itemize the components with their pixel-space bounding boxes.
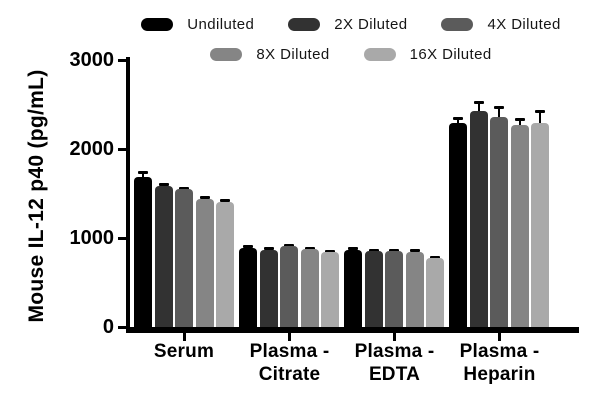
error-cap-16x-diluted-serum <box>220 199 230 203</box>
bar-2x-diluted-plasma-heparin <box>469 110 488 327</box>
error-bar-4x-diluted-plasma-heparin <box>498 107 500 122</box>
bar-8x-diluted-plasma-edta <box>405 252 424 327</box>
error-cap-undiluted-plasma-heparin <box>453 116 463 120</box>
error-cap-8x-diluted-plasma-citrate <box>304 246 315 250</box>
error-bar-8x-diluted-plasma-heparin <box>518 118 521 130</box>
x-tick-plasma-heparin <box>498 333 501 341</box>
x-axis-line <box>126 327 579 333</box>
y-tick-label-0: 0 <box>102 316 114 338</box>
error-cap-2x-diluted-plasma-edta <box>368 249 379 252</box>
error-cap-4x-diluted-plasma-heparin <box>494 106 504 110</box>
error-cap-8x-diluted-plasma-heparin <box>514 117 525 121</box>
error-cap-4x-diluted-plasma-edta <box>389 248 399 252</box>
bar-4x-diluted-serum <box>175 189 193 327</box>
error-cap-4x-diluted-serum <box>179 186 189 190</box>
y-tick-0 <box>118 325 126 329</box>
legend-swatch-icon <box>288 18 321 31</box>
bar-2x-diluted-plasma-citrate <box>259 249 278 327</box>
error-cap-16x-diluted-plasma-citrate <box>325 250 335 254</box>
bar-8x-diluted-plasma-citrate <box>300 248 319 327</box>
error-cap-16x-diluted-plasma-heparin <box>535 110 545 114</box>
bar-16x-diluted-plasma-edta <box>426 258 444 327</box>
error-bar-2x-diluted-plasma-heparin <box>477 102 480 116</box>
legend-swatch-icon <box>441 18 474 31</box>
error-cap-8x-diluted-plasma-edta <box>409 249 420 253</box>
error-cap-undiluted-plasma-citrate <box>243 245 253 249</box>
legend-swatch-icon <box>210 48 243 61</box>
legend-item-undiluted: Undiluted <box>141 16 254 33</box>
bar-8x-diluted-plasma-heparin <box>510 124 529 327</box>
legend-swatch-icon <box>363 48 396 61</box>
error-cap-16x-diluted-plasma-edta <box>430 255 440 259</box>
legend-item-4x-diluted: 4X Diluted <box>441 16 560 33</box>
legend-swatch-icon <box>141 18 174 31</box>
legend-label: 8X Diluted <box>256 46 330 63</box>
bar-4x-diluted-plasma-citrate <box>280 246 298 327</box>
error-cap-undiluted-plasma-edta <box>348 247 358 251</box>
y-tick-1000 <box>118 236 126 240</box>
legend-label: 4X Diluted <box>487 16 561 33</box>
bar-8x-diluted-serum <box>195 199 214 327</box>
bar-2x-diluted-serum <box>154 186 173 327</box>
x-tick-plasma-citrate <box>288 333 291 341</box>
chart-legend-row-1: Undiluted 2X Diluted 4X Diluted <box>120 16 582 33</box>
y-tick-label-2000: 2000 <box>69 138 115 160</box>
bar-undiluted-plasma-citrate <box>239 247 257 327</box>
legend-label: 2X Diluted <box>334 16 408 33</box>
error-cap-2x-diluted-serum <box>158 183 169 187</box>
bar-undiluted-serum <box>134 176 152 327</box>
legend-item-2x-diluted: 2X Diluted <box>288 16 407 33</box>
bar-16x-diluted-plasma-citrate <box>321 252 339 327</box>
bar-undiluted-plasma-heparin <box>449 123 467 327</box>
y-tick-label-3000: 3000 <box>69 49 115 71</box>
bar-4x-diluted-plasma-edta <box>385 250 403 327</box>
legend-item-8x-diluted: 8X Diluted <box>210 46 329 63</box>
bar-16x-diluted-serum <box>216 201 234 327</box>
legend-item-16x-diluted: 16X Diluted <box>363 46 492 63</box>
bar-4x-diluted-plasma-heparin <box>490 116 508 327</box>
error-cap-2x-diluted-plasma-citrate <box>263 247 274 251</box>
x-axis-label-serum: Serum <box>153 341 215 362</box>
error-bar-16x-diluted-plasma-heparin <box>539 111 541 129</box>
error-cap-8x-diluted-serum <box>199 196 210 200</box>
y-tick-label-1000: 1000 <box>69 227 115 249</box>
chart-legend-row-2: 8X Diluted 16X Diluted <box>120 46 582 63</box>
error-cap-undiluted-serum <box>138 170 148 174</box>
y-tick-2000 <box>118 147 126 151</box>
x-tick-plasma-edta <box>393 333 396 341</box>
error-bar-undiluted-plasma-heparin <box>457 117 459 129</box>
legend-label: Undiluted <box>187 16 255 33</box>
x-axis-label-plasma-edta: Plasma - EDTA <box>354 341 435 386</box>
bar-2x-diluted-plasma-edta <box>364 251 383 327</box>
x-axis-label-plasma-heparin: Plasma - Heparin <box>459 341 540 386</box>
legend-label: 16X Diluted <box>409 46 492 63</box>
error-cap-2x-diluted-plasma-heparin <box>473 101 484 105</box>
bar-16x-diluted-plasma-heparin <box>531 123 549 327</box>
y-axis-line <box>126 57 130 333</box>
x-tick-serum <box>182 333 186 341</box>
bar-undiluted-plasma-edta <box>344 249 362 327</box>
y-axis-title: Mouse IL-12 p40 (pg/mL) <box>25 69 48 323</box>
x-axis-label-plasma-citrate: Plasma - Citrate <box>249 341 330 386</box>
y-tick-3000 <box>118 58 126 62</box>
error-cap-4x-diluted-plasma-citrate <box>284 244 294 248</box>
